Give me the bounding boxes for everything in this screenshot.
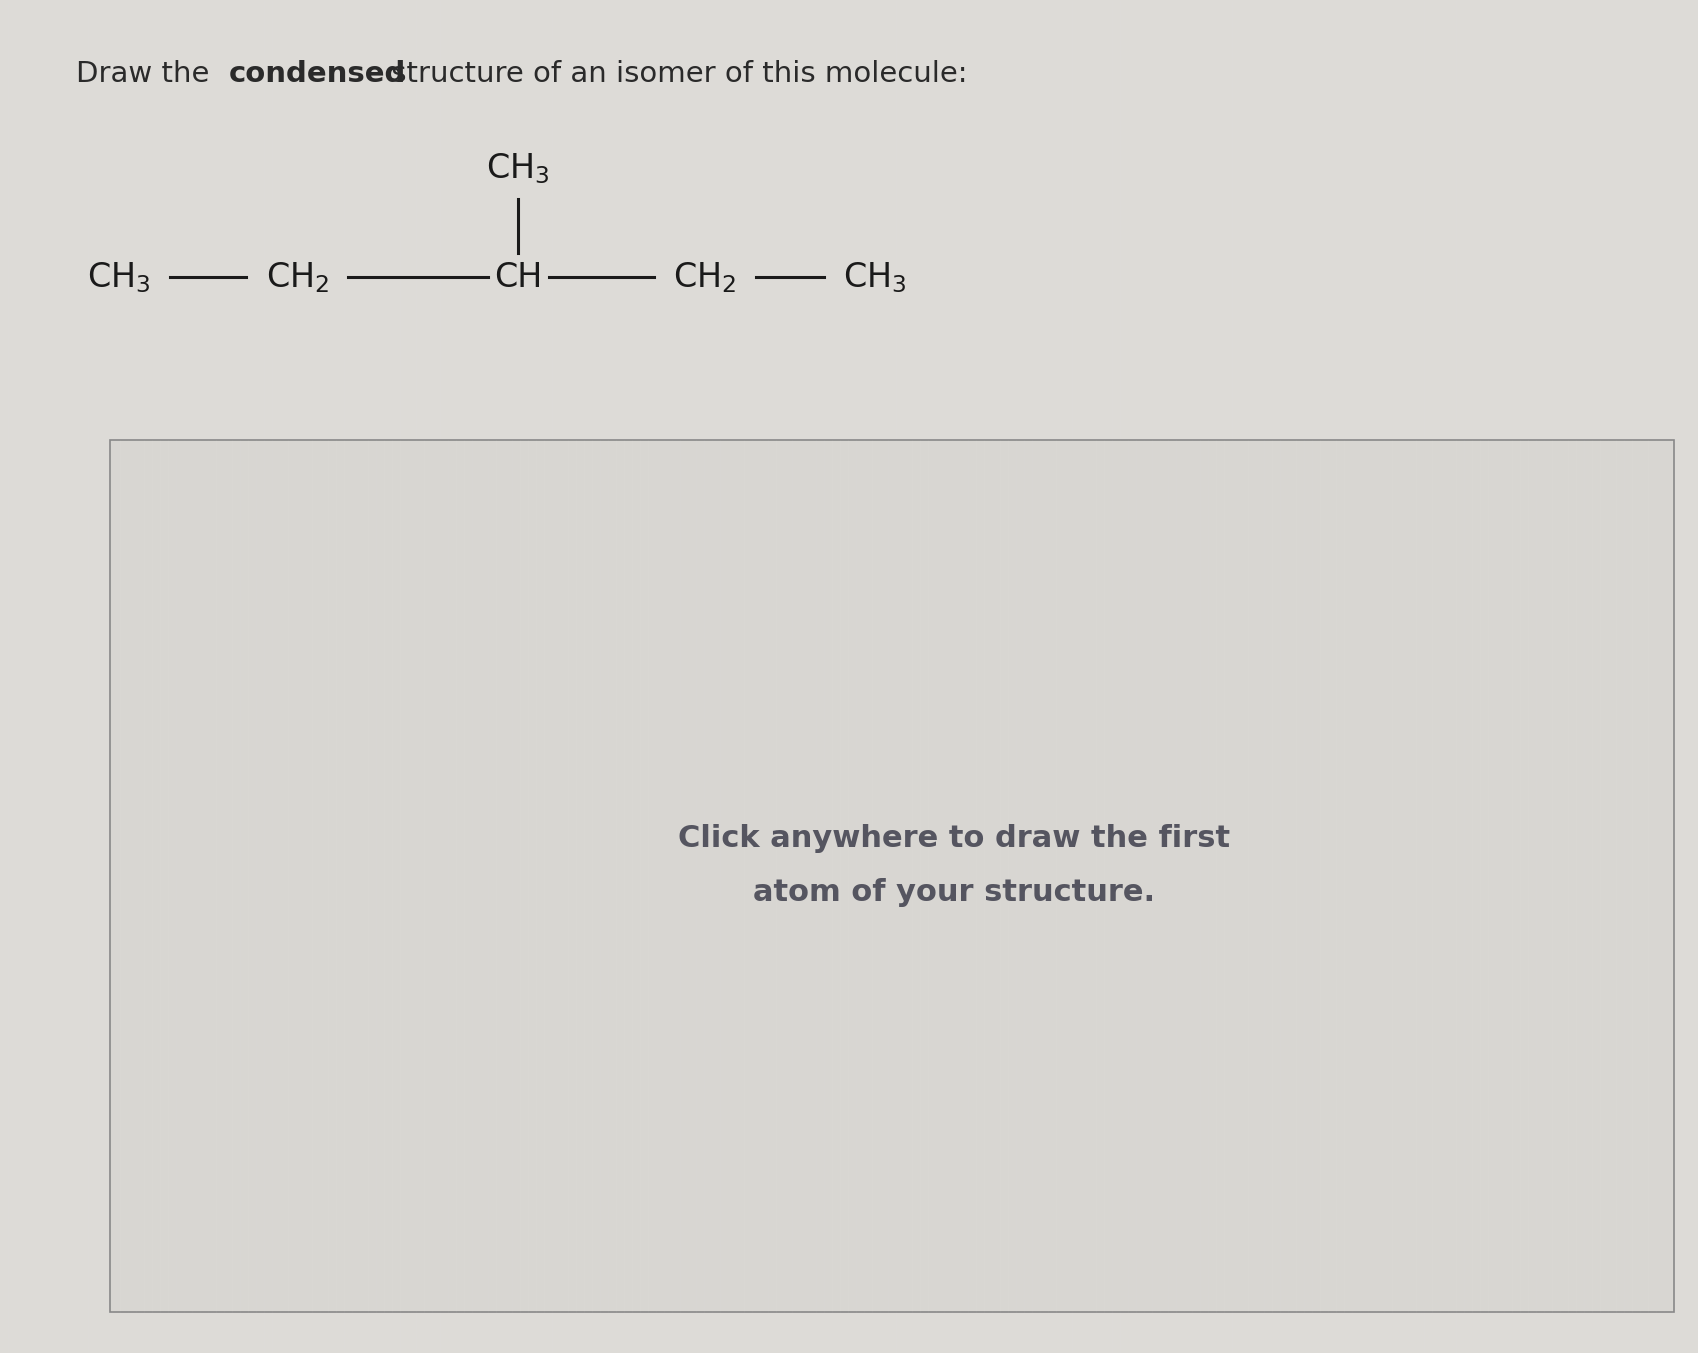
Text: CH$_3$: CH$_3$ (842, 260, 907, 295)
Text: condensed: condensed (229, 61, 406, 88)
FancyBboxPatch shape (110, 440, 1673, 1312)
Text: CH$_3$: CH$_3$ (486, 152, 550, 187)
Text: Click anywhere to draw the first: Click anywhere to draw the first (678, 824, 1229, 852)
Text: atom of your structure.: atom of your structure. (752, 878, 1155, 907)
Text: CH$_3$: CH$_3$ (87, 260, 151, 295)
Text: CH$_2$: CH$_2$ (265, 260, 329, 295)
Text: CH: CH (494, 261, 542, 294)
Text: structure of an isomer of this molecule:: structure of an isomer of this molecule: (382, 61, 966, 88)
Text: Draw the: Draw the (76, 61, 219, 88)
Text: CH$_2$: CH$_2$ (672, 260, 737, 295)
